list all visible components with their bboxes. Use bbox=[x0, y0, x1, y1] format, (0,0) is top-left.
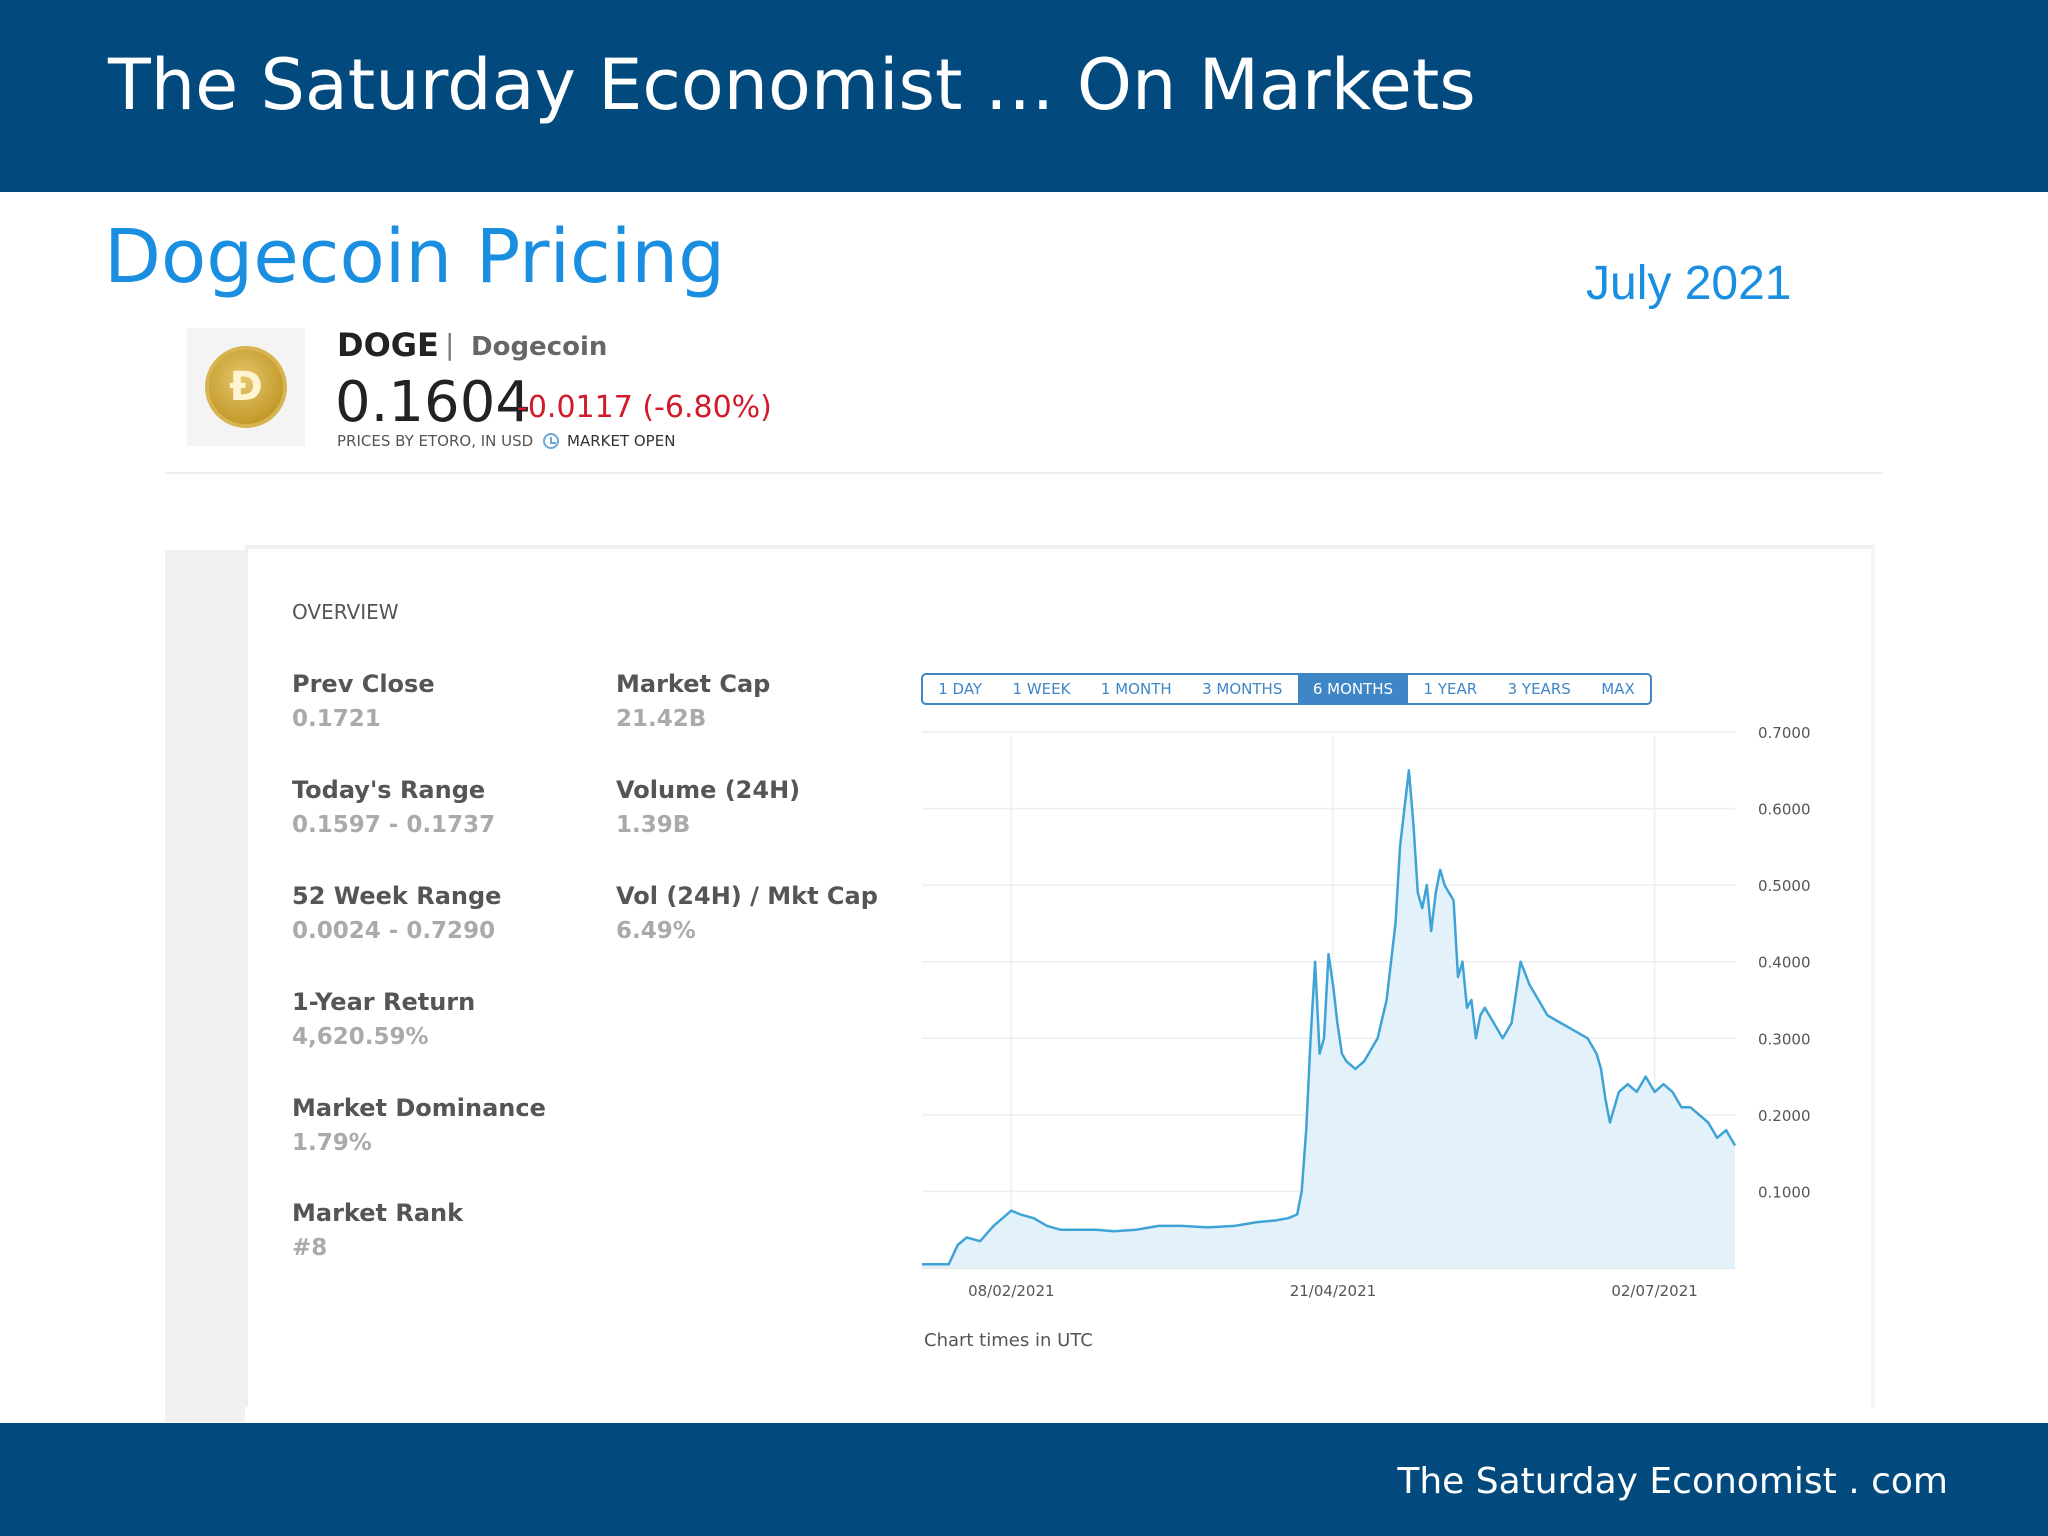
y-tick-label: 0.5000 bbox=[1758, 877, 1811, 895]
stat-todays-range: Today's Range 0.1597 - 0.1737 bbox=[292, 776, 495, 838]
x-tick-label: 08/02/2021 bbox=[968, 1282, 1054, 1300]
stat-value: #8 bbox=[292, 1235, 328, 1261]
slide-heading: Dogecoin Pricing bbox=[104, 214, 726, 300]
range-3-months[interactable]: 3 MONTHS bbox=[1202, 680, 1283, 698]
stat-value: 1.39B bbox=[616, 812, 691, 838]
coin-price: 0.1604 bbox=[335, 370, 531, 435]
stat-value: 1.79% bbox=[292, 1130, 372, 1156]
stat-value: 21.42B bbox=[616, 706, 707, 732]
x-tick-label: 21/04/2021 bbox=[1290, 1282, 1376, 1300]
bottom-banner: The Saturday Economist . com bbox=[0, 1423, 2048, 1536]
stat-value: 0.0024 - 0.7290 bbox=[292, 918, 496, 944]
stat-label: Prev Close bbox=[292, 670, 435, 698]
range-max[interactable]: MAX bbox=[1601, 680, 1635, 698]
stat-label: Market Rank bbox=[292, 1199, 464, 1227]
stat-value: 6.49% bbox=[616, 918, 696, 944]
ticker-separator: | bbox=[445, 328, 455, 361]
stat-label: 1-Year Return bbox=[292, 988, 476, 1016]
time-range-selector: 1 DAY 1 WEEK 1 MONTH 3 MONTHS 6 MONTHS 1… bbox=[921, 673, 1652, 705]
clock-icon bbox=[543, 433, 559, 449]
slide-date: July 2021 bbox=[1586, 257, 1792, 310]
stat-52-week-range: 52 Week Range 0.0024 - 0.7290 bbox=[292, 882, 501, 944]
range-3-years[interactable]: 3 YEARS bbox=[1507, 680, 1571, 698]
coin-name: Dogecoin bbox=[471, 332, 608, 362]
chart-note: Chart times in UTC bbox=[924, 1330, 1093, 1351]
stat-value: 0.1721 bbox=[292, 706, 381, 732]
stat-market-dominance: Market Dominance 1.79% bbox=[292, 1094, 546, 1156]
panel-shadow bbox=[165, 550, 245, 1422]
y-tick-label: 0.3000 bbox=[1758, 1030, 1811, 1048]
range-1-month[interactable]: 1 MONTH bbox=[1100, 680, 1172, 698]
stat-label: Today's Range bbox=[292, 776, 486, 804]
footer-site: The Saturday Economist . com bbox=[1397, 1461, 1948, 1502]
coin-ticker: DOGE bbox=[337, 326, 439, 364]
stat-1-year-return: 1-Year Return 4,620.59% bbox=[292, 988, 475, 1050]
range-6-months[interactable]: 6 MONTHS bbox=[1297, 675, 1409, 703]
stat-label: Vol (24H) / Mkt Cap bbox=[616, 882, 878, 910]
stat-label: Market Cap bbox=[616, 670, 771, 698]
market-status: MARKET OPEN bbox=[567, 432, 676, 450]
range-1-year[interactable]: 1 YEAR bbox=[1423, 680, 1478, 698]
stat-prev-close: Prev Close 0.1721 bbox=[292, 670, 435, 732]
price-line bbox=[922, 769, 1737, 1266]
price-change: -0.0117 (-6.80%) bbox=[517, 390, 772, 425]
stat-value: 0.1597 - 0.1737 bbox=[292, 812, 496, 838]
stat-volume-24h: Volume (24H) 1.39B bbox=[616, 776, 800, 838]
price-source: PRICES BY ETORO, IN USD bbox=[337, 432, 534, 450]
stat-label: Market Dominance bbox=[292, 1094, 546, 1122]
coin-header: Ð DOGE | Dogecoin 0.1604 -0.0117 (-6.80%… bbox=[165, 320, 775, 470]
stat-label: Volume (24H) bbox=[616, 776, 801, 804]
top-banner: The Saturday Economist … On Markets bbox=[0, 0, 2048, 192]
overview-label: OVERVIEW bbox=[292, 600, 399, 624]
stat-label: 52 Week Range bbox=[292, 882, 502, 910]
stat-market-cap: Market Cap 21.42B bbox=[616, 670, 770, 732]
y-tick-label: 0.1000 bbox=[1758, 1183, 1811, 1201]
coin-logo-box: Ð bbox=[187, 328, 305, 446]
banner-title: The Saturday Economist … On Markets bbox=[108, 44, 1476, 126]
range-1-day[interactable]: 1 DAY bbox=[938, 680, 983, 698]
y-tick-label: 0.7000 bbox=[1758, 724, 1811, 742]
dogecoin-logo-icon: Ð bbox=[205, 346, 287, 428]
price-area-fill bbox=[922, 770, 1735, 1268]
y-tick-label: 0.4000 bbox=[1758, 954, 1811, 972]
y-tick-label: 0.2000 bbox=[1758, 1107, 1811, 1125]
coin-logo-glyph: Ð bbox=[229, 364, 263, 410]
stat-vol-mkt-cap: Vol (24H) / Mkt Cap 6.49% bbox=[616, 882, 878, 944]
stat-market-rank: Market Rank #8 bbox=[292, 1199, 463, 1261]
x-tick-label: 02/07/2021 bbox=[1611, 1282, 1697, 1300]
stat-value: 4,620.59% bbox=[292, 1024, 429, 1050]
y-tick-label: 0.6000 bbox=[1758, 801, 1811, 819]
header-divider bbox=[165, 472, 1883, 474]
range-1-week[interactable]: 1 WEEK bbox=[1012, 680, 1071, 698]
